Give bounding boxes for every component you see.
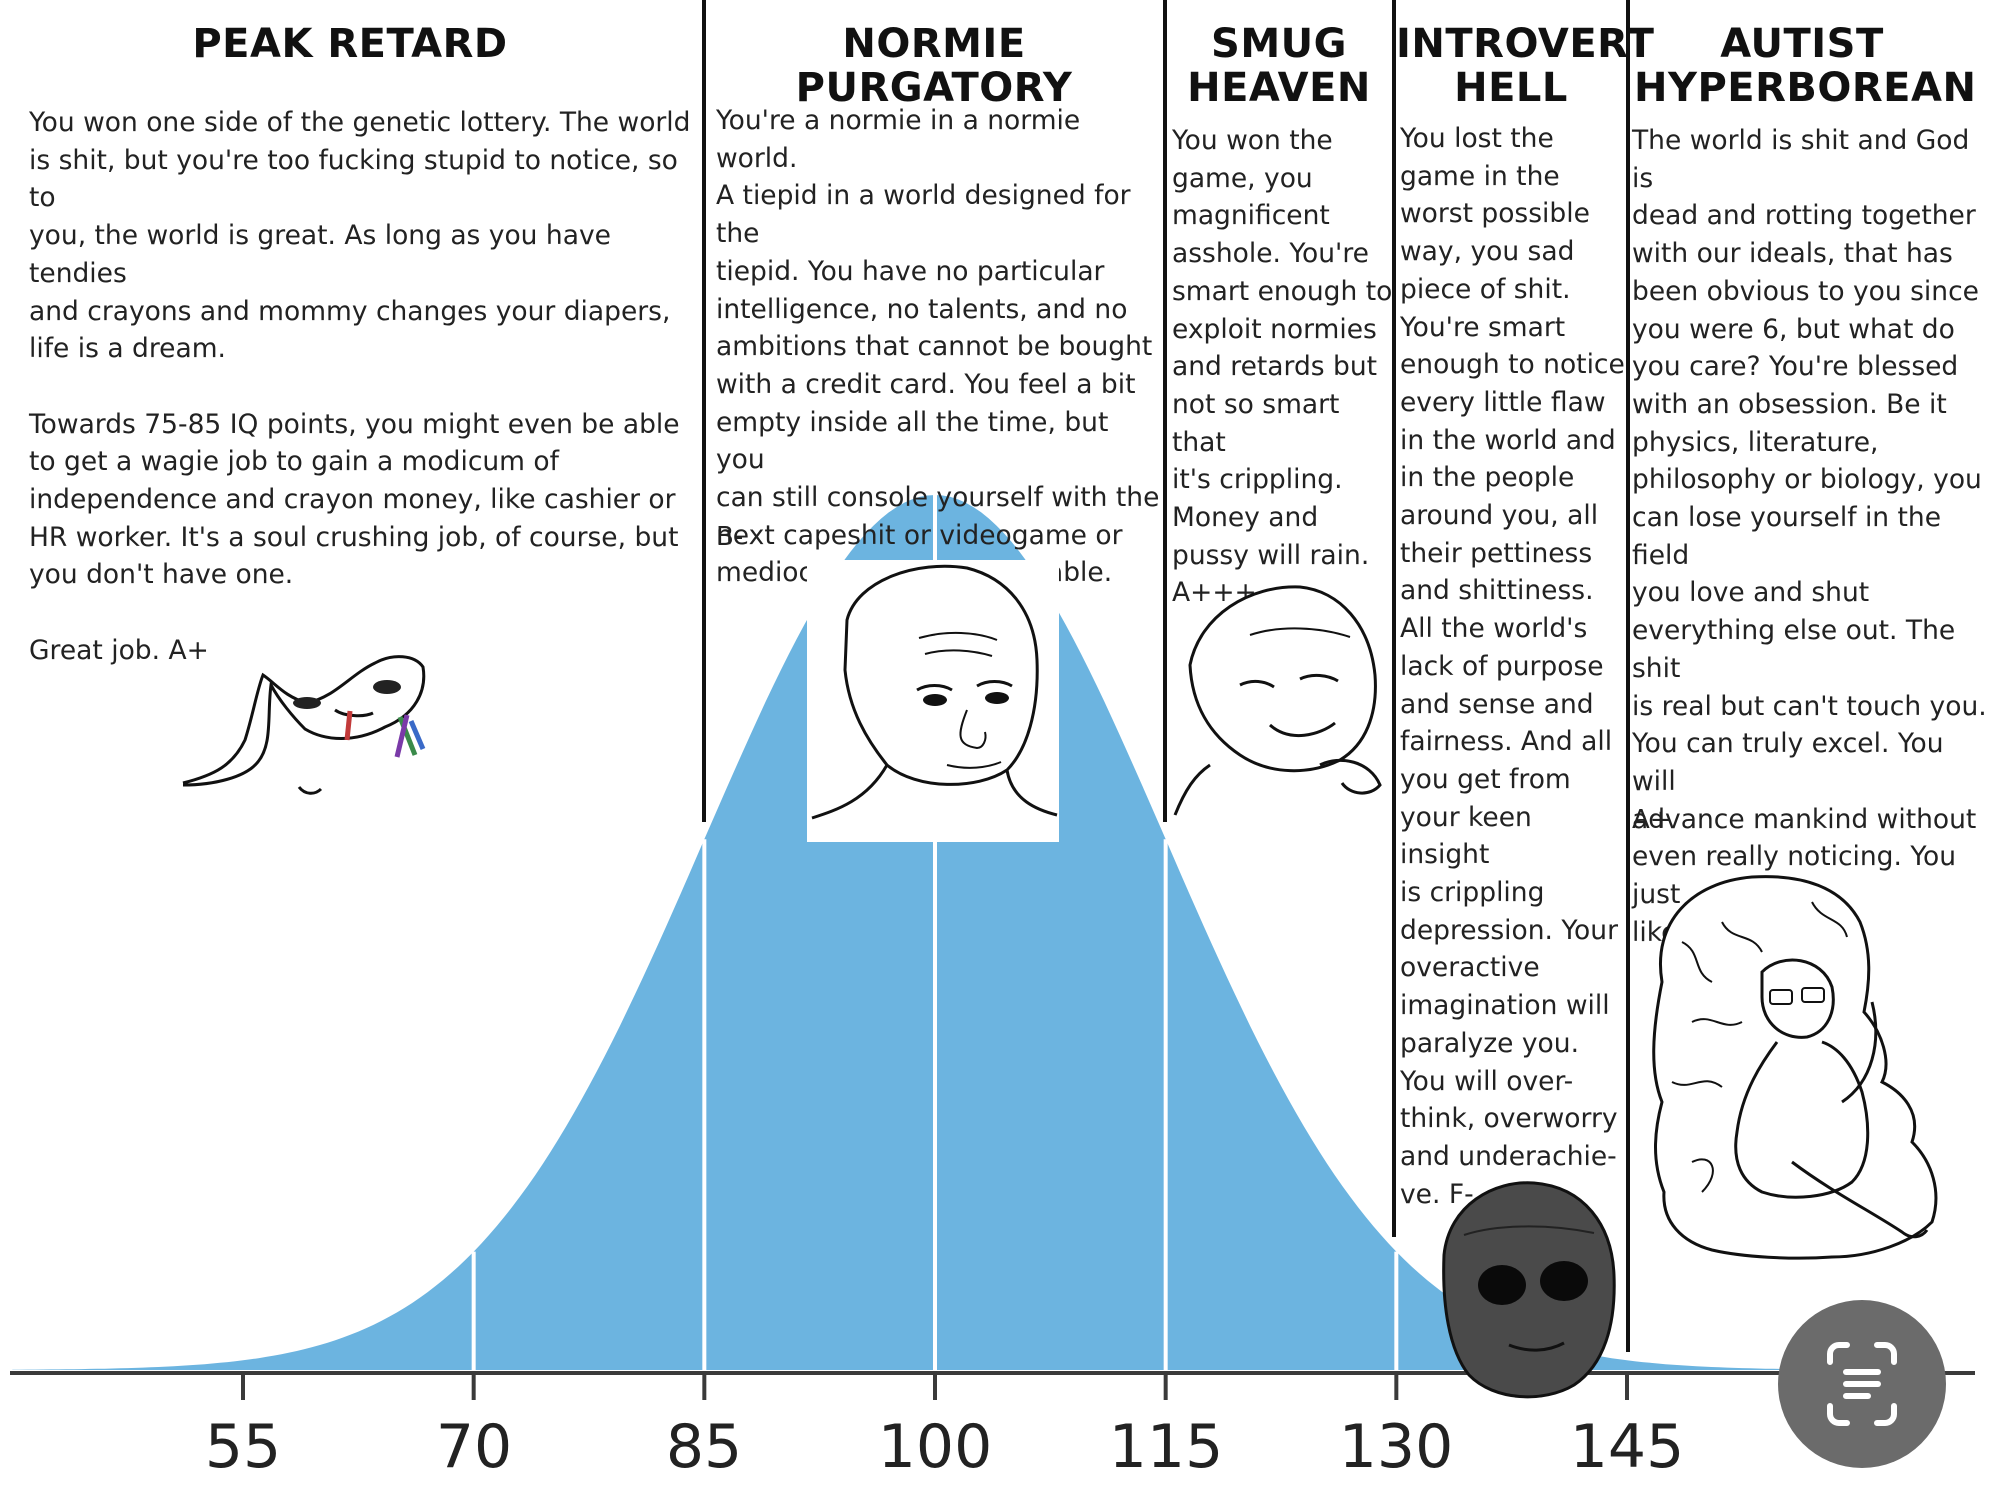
normie-wojak-panel xyxy=(807,560,1059,842)
heading-autist-hyperborean: AUTIST HYPERBOREAN xyxy=(1634,21,1977,111)
tick-label-130: 130 xyxy=(1338,1412,1454,1482)
drooling-wojak-drawing xyxy=(182,655,426,795)
body-peak-retard: You won one side of the genetic lottery.… xyxy=(29,107,691,666)
heading-introvert-hell: INTROVERT HELL xyxy=(1396,21,1655,111)
heading-peak-retard: PEAK RETARD xyxy=(192,21,508,67)
divider-85 xyxy=(702,0,706,822)
grade-normie: B- xyxy=(716,522,744,552)
tick-label-85: 85 xyxy=(665,1412,743,1482)
body-normie-purgatory: You're a normie in a normie world. A tie… xyxy=(716,105,1160,589)
heading-smug-heaven: SMUG HEAVEN xyxy=(1187,21,1371,111)
autist-brain-wojak-drawing xyxy=(1652,875,1938,1260)
heading-normie-purgatory: NORMIE PURGATORY xyxy=(795,21,1073,111)
tick-label-100: 100 xyxy=(877,1412,993,1482)
body-smug-heaven: You won the game, you magnificent asshol… xyxy=(1172,125,1393,609)
tick-label-55: 55 xyxy=(204,1412,282,1482)
doomer-wojak-drawing xyxy=(1442,1181,1616,1399)
x-axis-ticks xyxy=(241,1373,1629,1400)
google-lens-scan-icon xyxy=(1827,1342,1897,1426)
tick-label-145: 145 xyxy=(1569,1412,1685,1482)
divider-115 xyxy=(1163,0,1167,822)
divider-130 xyxy=(1392,0,1396,1237)
body-introvert-hell: You lost the game in the worst possible … xyxy=(1400,123,1625,1210)
tick-label-115: 115 xyxy=(1108,1412,1224,1482)
lens-scan-button[interactable] xyxy=(1778,1300,1946,1468)
normie-wojak-drawing xyxy=(811,564,1058,820)
body-autist-hyperborean: The world is shit and God is dead and ro… xyxy=(1632,125,1987,948)
divider-145 xyxy=(1626,0,1630,1352)
tick-label-70: 70 xyxy=(435,1412,513,1482)
grade-autist: A+ xyxy=(1632,805,1672,835)
smug-wojak-drawing xyxy=(1173,585,1382,816)
